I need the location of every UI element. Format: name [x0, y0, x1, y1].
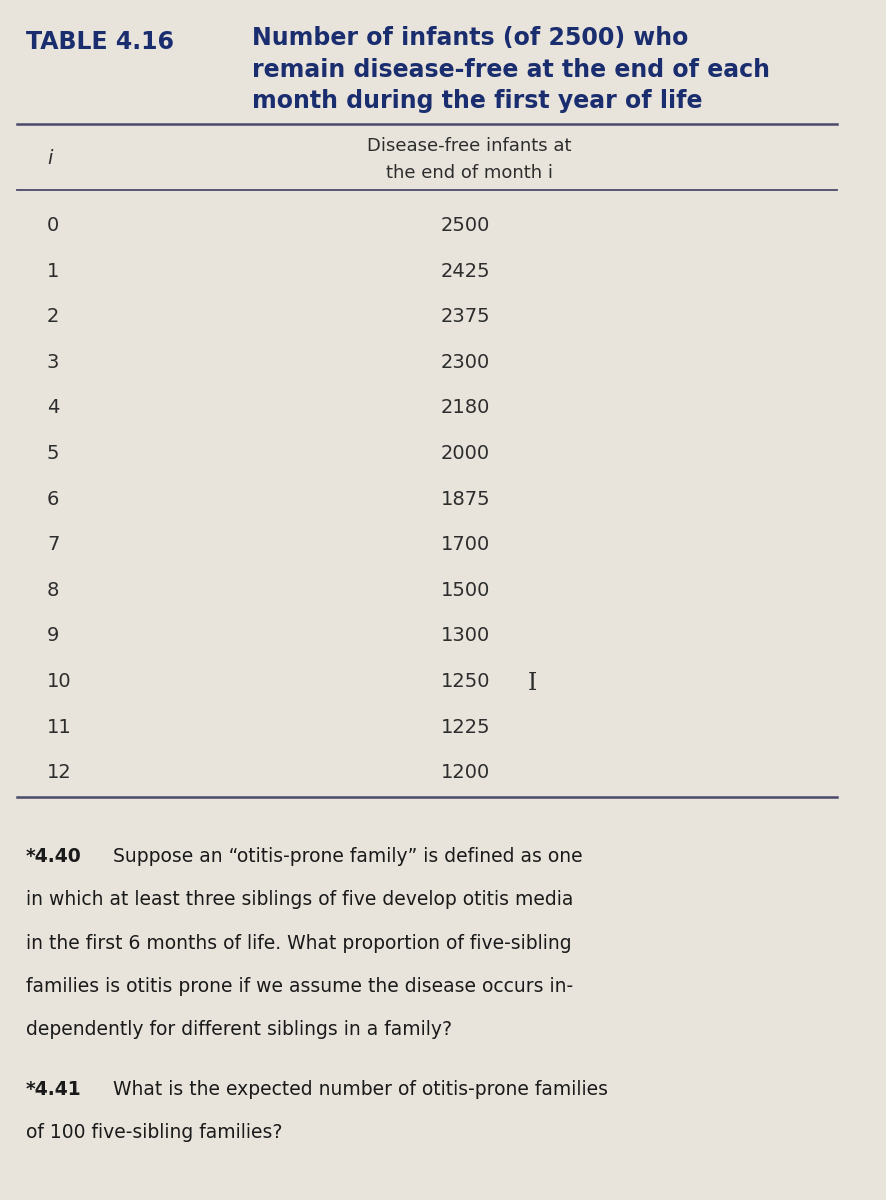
Text: 10: 10 [47, 672, 72, 691]
Text: 1200: 1200 [440, 763, 489, 782]
Text: 2000: 2000 [440, 444, 489, 463]
Text: in which at least three siblings of five develop otitis media: in which at least three siblings of five… [26, 890, 572, 910]
Text: 8: 8 [47, 581, 59, 600]
Text: 1300: 1300 [440, 626, 489, 646]
Text: 7: 7 [47, 535, 59, 554]
Text: 3: 3 [47, 353, 59, 372]
Text: TABLE 4.16: TABLE 4.16 [26, 30, 174, 54]
Text: *4.40: *4.40 [26, 847, 82, 866]
Text: 1700: 1700 [440, 535, 489, 554]
Text: What is the expected number of otitis-prone families: What is the expected number of otitis-pr… [101, 1080, 607, 1099]
Text: Number of infants (of 2500) who: Number of infants (of 2500) who [252, 26, 688, 50]
Text: 2425: 2425 [440, 262, 489, 281]
Text: 1: 1 [47, 262, 59, 281]
Text: 1250: 1250 [440, 672, 489, 691]
Text: 11: 11 [47, 718, 72, 737]
Text: 0: 0 [47, 216, 59, 235]
Text: of 100 five-sibling families?: of 100 five-sibling families? [26, 1123, 282, 1142]
Text: Disease-free infants at: Disease-free infants at [367, 137, 571, 155]
Text: the end of month i: the end of month i [385, 164, 552, 182]
Text: remain disease-free at the end of each: remain disease-free at the end of each [252, 58, 769, 82]
Text: 2500: 2500 [440, 216, 489, 235]
Text: 1225: 1225 [440, 718, 489, 737]
Text: families is otitis prone if we assume the disease occurs in-: families is otitis prone if we assume th… [26, 977, 572, 996]
Text: 5: 5 [47, 444, 59, 463]
Text: 9: 9 [47, 626, 59, 646]
Text: *4.41: *4.41 [26, 1080, 82, 1099]
Text: 6: 6 [47, 490, 59, 509]
Text: month during the first year of life: month during the first year of life [252, 89, 702, 113]
Text: 2: 2 [47, 307, 59, 326]
Text: 1875: 1875 [440, 490, 489, 509]
Text: 1500: 1500 [440, 581, 489, 600]
Text: 2375: 2375 [440, 307, 489, 326]
Text: 2300: 2300 [440, 353, 489, 372]
Text: 2180: 2180 [440, 398, 489, 418]
Text: in the first 6 months of life. What proportion of five-sibling: in the first 6 months of life. What prop… [26, 934, 571, 953]
Text: 12: 12 [47, 763, 72, 782]
Text: dependently for different siblings in a family?: dependently for different siblings in a … [26, 1020, 451, 1039]
Text: i: i [47, 149, 52, 168]
Text: 4: 4 [47, 398, 59, 418]
Text: I: I [527, 672, 536, 695]
Text: Suppose an “otitis-prone family” is defined as one: Suppose an “otitis-prone family” is defi… [101, 847, 582, 866]
